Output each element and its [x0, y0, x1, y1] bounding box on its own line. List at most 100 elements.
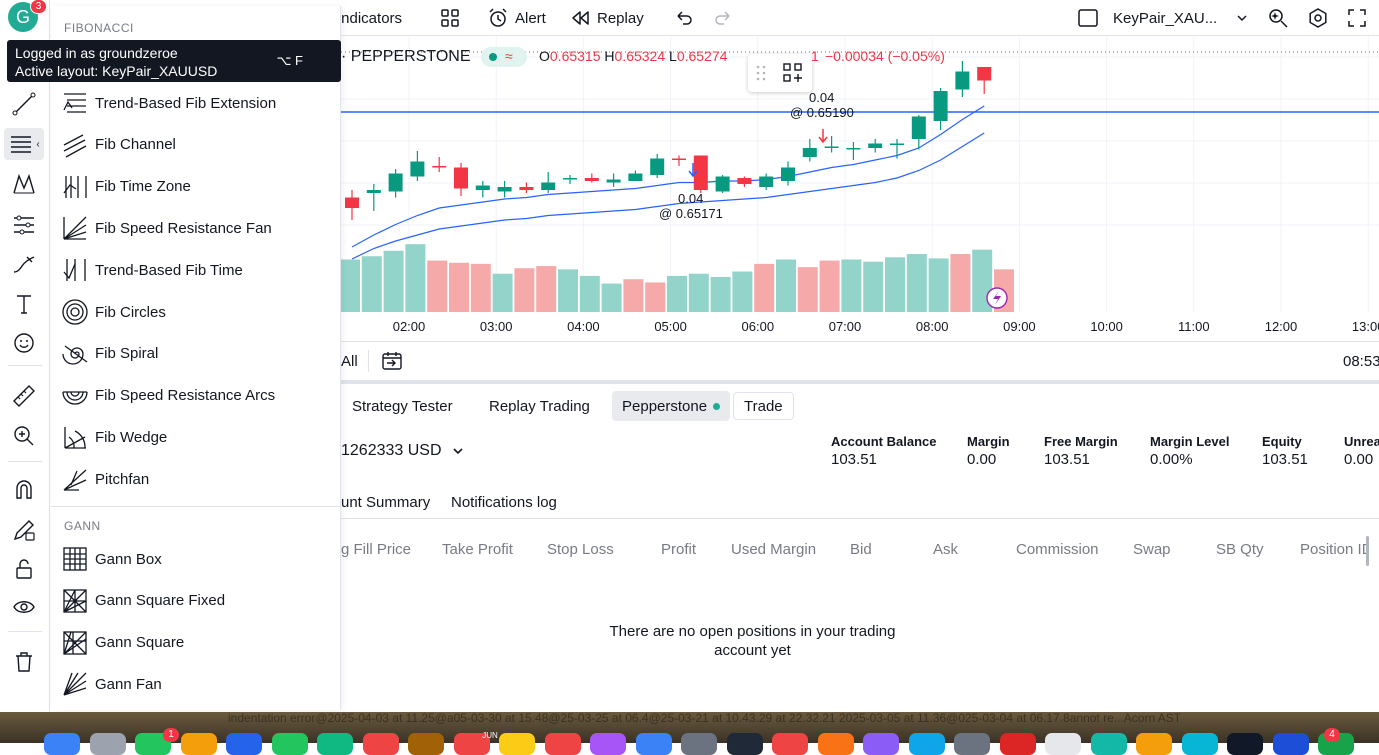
market-status-badge[interactable]: ≈ — [481, 47, 527, 67]
dock-app-icon[interactable] — [1227, 733, 1263, 755]
trend-line-tool[interactable] — [8, 88, 40, 120]
dock-app-icon[interactable] — [999, 733, 1036, 755]
dock-app-icon[interactable] — [726, 733, 763, 755]
go-to-date-icon[interactable] — [381, 350, 403, 372]
section-gann: GANN — [64, 519, 101, 533]
alert-button[interactable]: Alert — [487, 6, 546, 30]
chart-pane[interactable] — [341, 37, 1379, 342]
dock-app-icon[interactable] — [44, 733, 80, 755]
subtab-account-summary[interactable]: unt Summary — [341, 494, 431, 511]
layout-name-dropdown[interactable]: KeyPair_XAU... — [1113, 6, 1255, 30]
dock-app-icon[interactable] — [1272, 733, 1309, 755]
col-used-margin[interactable]: Used Margin — [731, 541, 817, 558]
menu-item-fib-wedge[interactable]: Fib Wedge — [51, 417, 341, 457]
dock-app-icon[interactable] — [180, 733, 217, 755]
menu-item-trend-fib-extension[interactable]: Trend-Based Fib Extension — [51, 83, 341, 123]
candle-body — [519, 187, 534, 190]
dock-app-icon[interactable] — [817, 733, 854, 755]
magnet-tool[interactable] — [8, 473, 40, 505]
undo-button[interactable] — [674, 6, 700, 30]
drag-handle-icon[interactable] — [756, 64, 766, 82]
measure-tool[interactable] — [8, 380, 40, 412]
dock-app-icon[interactable] — [271, 733, 308, 755]
lock-drawings-tool[interactable] — [8, 553, 40, 585]
dock-app-icon[interactable] — [908, 733, 945, 755]
lock-icon — [16, 559, 32, 579]
menu-item-fib-arcs[interactable]: Fib Speed Resistance Arcs — [51, 376, 341, 416]
volume-bar — [558, 269, 578, 312]
col-ask[interactable]: Ask — [933, 541, 959, 558]
dock-app-icon[interactable] — [635, 733, 672, 755]
settings-button[interactable] — [1307, 6, 1335, 30]
tab-strategy-tester[interactable]: Strategy Tester — [342, 391, 463, 421]
dock-app-icon[interactable] — [1181, 733, 1218, 755]
layouts-button[interactable] — [440, 6, 466, 30]
fullscreen-button[interactable] — [1347, 6, 1373, 30]
menu-item-trend-fib-time[interactable]: Trend-Based Fib Time — [51, 250, 341, 290]
dock-app-icon[interactable] — [317, 733, 353, 755]
col-position-id[interactable]: Position ID — [1300, 541, 1366, 558]
menu-item-fib-spiral[interactable]: Fib Spiral — [51, 334, 341, 374]
dock-app-icon[interactable] — [362, 733, 399, 755]
text-tool[interactable] — [8, 288, 40, 320]
fib-tool-group[interactable]: ‹ — [4, 128, 44, 160]
add-to-favorites-grid-icon[interactable] — [782, 62, 804, 84]
dock-app-icon[interactable] — [863, 733, 899, 755]
dock-app-icon[interactable] — [89, 733, 126, 755]
floating-drawing-toolbar[interactable] — [748, 54, 812, 92]
col-commission[interactable]: Commission — [1016, 541, 1099, 558]
dock-app-icon[interactable] — [681, 733, 717, 755]
replay-button[interactable]: Replay — [571, 6, 644, 30]
menu-item-fib-speed-fan[interactable]: Fib Speed Resistance Fan — [51, 208, 341, 248]
dock-app-icon[interactable] — [1045, 733, 1081, 755]
hide-drawings-tool[interactable] — [8, 591, 40, 623]
col-swap[interactable]: Swap — [1133, 541, 1171, 558]
price-chart[interactable] — [341, 37, 1379, 342]
icon-tool[interactable] — [8, 327, 40, 359]
subtab-notifications-log[interactable]: Notifications log — [451, 494, 557, 511]
panel-separator[interactable] — [341, 380, 1379, 384]
col-fill-price[interactable]: g Fill Price — [341, 541, 412, 558]
fib-retracement-icon — [11, 136, 32, 153]
dock-app-icon[interactable] — [1090, 733, 1127, 755]
dock-app-icon[interactable] — [1136, 733, 1172, 755]
col-profit[interactable]: Profit — [661, 541, 697, 558]
range-all-button[interactable]: All — [341, 353, 358, 370]
menu-item-gann-box[interactable]: Gann Box — [51, 539, 341, 579]
pattern-tool[interactable] — [8, 168, 40, 200]
col-stop-loss[interactable]: Stop Loss — [547, 541, 614, 558]
dock-app-icon[interactable] — [499, 733, 535, 755]
tab-pepperstone[interactable]: Pepperstone — [612, 391, 731, 421]
tab-replay-trading[interactable]: Replay Trading — [479, 391, 600, 421]
col-take-profit[interactable]: Take Profit — [442, 541, 513, 558]
col-sb-qty[interactable]: SB Qty — [1216, 541, 1264, 558]
dock-app-icon[interactable] — [544, 733, 581, 755]
stay-in-drawing-mode-tool[interactable] — [8, 514, 40, 546]
menu-item-gann-square-fixed[interactable]: Gann Square Fixed — [51, 581, 341, 621]
quick-search-button[interactable] — [1267, 6, 1295, 30]
menu-item-pitchfan[interactable]: Pitchfan — [51, 459, 341, 499]
zoom-tool[interactable] — [8, 420, 40, 452]
dock-app-icon[interactable] — [590, 733, 626, 755]
dock-app-icon[interactable] — [408, 733, 444, 755]
dock-app-icon[interactable] — [954, 733, 990, 755]
remove-drawings-tool[interactable] — [8, 646, 40, 678]
layout-checkbox[interactable] — [1077, 6, 1105, 30]
menu-item-gann-fan[interactable]: Gann Fan — [51, 664, 341, 704]
menu-item-gann-square[interactable]: Gann Square — [51, 623, 341, 663]
menu-item-fib-circles[interactable]: Fib Circles — [51, 292, 341, 332]
redo-button[interactable] — [713, 6, 739, 30]
time-tick: 10:00 — [1090, 319, 1123, 334]
brush-tool[interactable] — [8, 249, 40, 281]
dock-app-icon[interactable] — [226, 733, 262, 755]
account-selector[interactable]: 1262333 USD — [341, 442, 465, 460]
ma-fast-line — [351, 105, 985, 248]
dock-app-icon[interactable] — [772, 733, 808, 755]
scrollbar[interactable] — [1366, 536, 1369, 566]
col-bid[interactable]: Bid — [850, 541, 872, 558]
menu-item-fib-time-zone[interactable]: Fib Time Zone — [51, 167, 341, 207]
menu-item-fib-channel[interactable]: Fib Channel — [51, 125, 341, 165]
time-tick: 07:00 — [828, 319, 862, 334]
forecasting-tool[interactable] — [8, 209, 40, 241]
tab-trade[interactable]: Trade — [733, 392, 794, 420]
